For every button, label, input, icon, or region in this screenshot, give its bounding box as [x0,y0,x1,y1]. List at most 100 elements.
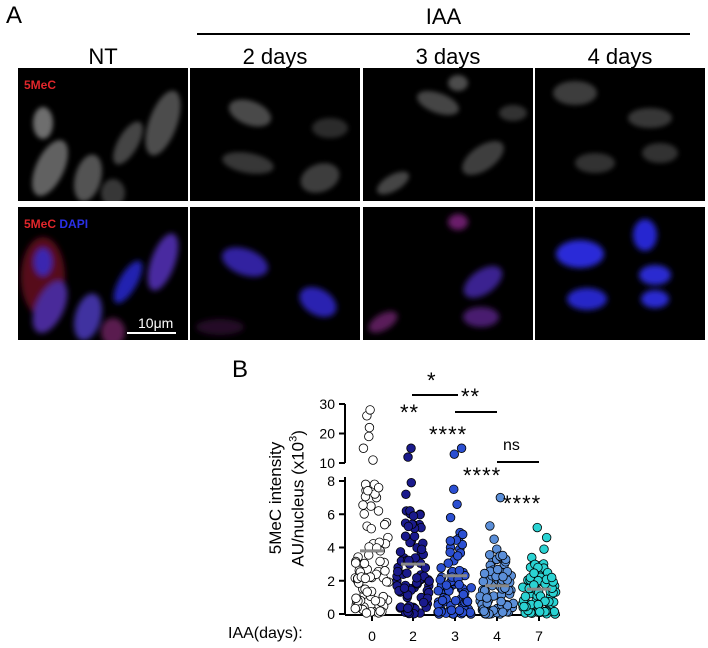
data-point [351,558,361,568]
data-point [406,477,416,488]
data-point [437,595,448,606]
data-point [445,536,456,546]
data-point [405,537,415,548]
data-point [452,499,462,509]
data-point [370,596,381,606]
data-point [359,509,369,519]
data-point [409,531,420,542]
data-point [433,586,443,596]
data-point [403,521,414,532]
data-point [458,529,468,540]
data-point [359,558,370,569]
data-point [433,607,444,617]
stain-label-5mec: 5MeC [24,78,57,92]
data-point [362,587,372,597]
data-point [485,521,495,531]
stain-label-merge: 5MeC DAPI [24,217,88,231]
data-point [535,607,545,617]
data-point [350,603,360,614]
y-tick-label: 20 [319,426,335,442]
bracket-d3-vs-4 [455,411,497,413]
data-point [399,583,410,593]
sig-d3-vs-0: **** [429,422,468,447]
data-point [358,500,368,510]
data-point [420,563,431,573]
data-point [445,547,455,557]
data-point [358,443,369,453]
iaa-bracket-line [197,33,690,35]
data-point [529,568,539,578]
data-point [395,547,406,557]
data-point [366,501,376,511]
data-point [364,431,374,442]
micrograph-3days-merge [363,207,533,340]
sig-d4-vs-0: **** [463,463,502,488]
bracket-d2-vs-3 [412,394,458,396]
data-point [541,532,552,543]
data-point [403,603,413,613]
data-point [375,606,385,616]
data-point [458,589,469,600]
data-point [497,550,508,561]
data-point [381,577,392,587]
data-point [366,523,376,534]
data-point [454,579,464,590]
data-point [361,608,372,618]
x-tick-label: 0 [368,628,376,644]
data-point [498,607,508,617]
data-point [373,506,384,516]
x-axis-title: IAA(days): [228,625,303,642]
x-tick-label: 3 [451,628,459,644]
data-point [532,522,542,533]
data-point [549,606,560,617]
micrograph-2days-merge [190,207,360,340]
data-point [424,576,434,586]
micrograph-4days-5mec [535,68,705,201]
data-point [454,565,465,576]
y-tick-label: 4 [327,540,335,556]
data-point [441,580,452,590]
data-point [547,572,557,583]
y-tick-label: 2 [327,573,335,589]
x-tick-label: 7 [535,628,543,644]
data-point [519,601,529,612]
data-point [495,492,506,503]
data-point [412,573,422,583]
data-point [449,484,459,495]
data-point [393,566,403,577]
data-point [365,405,375,415]
y-tick-label: 6 [327,506,335,522]
data-point [449,449,459,459]
panel-a-letter: A [6,2,23,29]
data-point [363,486,373,496]
data-point [360,573,371,584]
data-point [450,595,461,606]
data-point [379,519,390,530]
sig-d2-vs-0: ** [400,400,420,425]
bracket-d4-vs-7 [497,461,539,463]
y-tick-label: 8 [327,473,335,489]
data-point [456,443,467,453]
data-point [435,575,445,585]
data-point [408,511,419,521]
data-point [443,558,453,568]
micrograph-nt-merge: 5MeC DAPI [18,207,188,340]
col-label-nt: NT [88,44,118,69]
data-point [479,568,490,579]
y-tick-label: 0 [327,606,335,622]
data-point [364,422,375,433]
data-point [416,544,427,555]
data-point [492,564,503,575]
stain-label-5mec-merge: 5MeC [24,217,57,231]
sig-d2-vs-3: * [427,368,437,393]
micrograph-2days-5mec [190,68,360,201]
data-point [496,596,506,607]
y-tick-label: 30 [319,396,335,412]
y-tick-label: 10 [319,455,335,471]
micrograph-4days-merge [535,207,705,340]
data-point [454,605,465,616]
data-point [368,455,378,465]
iaa-header: IAA [425,4,462,29]
sig-d4-vs-7: ns [503,437,520,454]
